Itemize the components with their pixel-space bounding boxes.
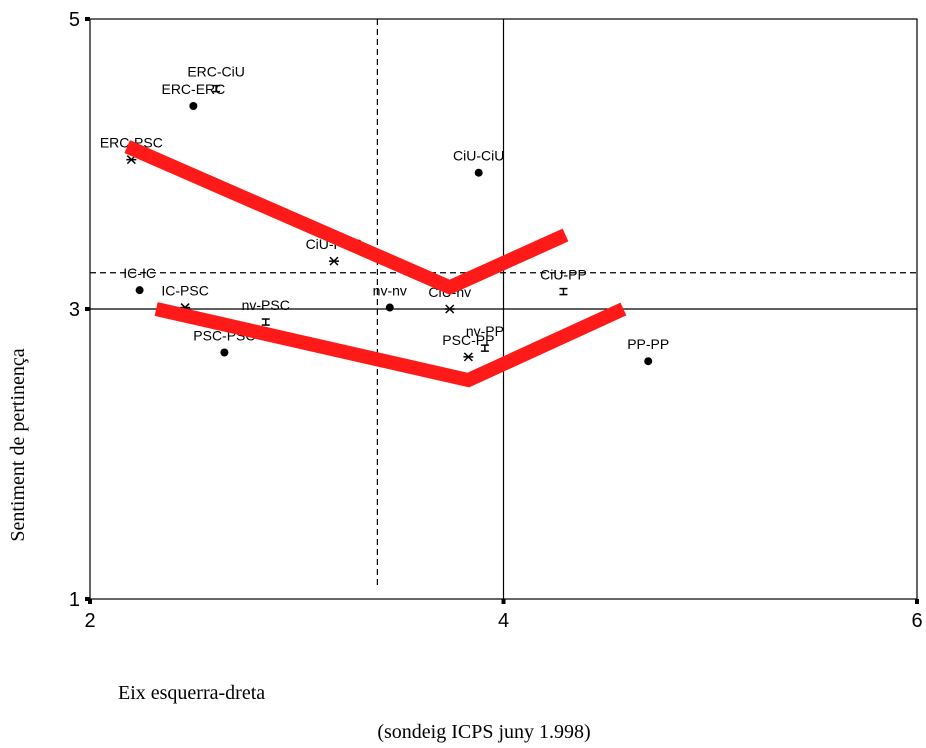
point-marker bbox=[444, 304, 455, 314]
data-points: ERC-CiUERC-ERCERC-PSCCiU-CiUCiU-PSCIC-IC… bbox=[100, 64, 669, 366]
data-point: nv-PP bbox=[466, 323, 504, 352]
data-point: CiU-CiU bbox=[453, 148, 504, 177]
data-point: PSC-PP bbox=[442, 332, 494, 362]
point-marker bbox=[385, 303, 394, 312]
data-point: nv-nv bbox=[373, 283, 407, 312]
x-tick-label: 4 bbox=[498, 610, 509, 632]
point-marker bbox=[644, 357, 653, 366]
data-point: nv-PSC bbox=[242, 297, 290, 326]
data-point: IC-IC bbox=[123, 265, 156, 295]
point-marker bbox=[328, 256, 339, 266]
point-label: PP-PP bbox=[627, 336, 669, 352]
point-label: nv-PP bbox=[466, 323, 504, 339]
y-axis-label: Sentiment de pertinença bbox=[7, 348, 29, 541]
point-label: CiU-CiU bbox=[453, 148, 504, 164]
point-marker bbox=[463, 352, 474, 362]
point-marker bbox=[474, 168, 483, 177]
reference-lines bbox=[90, 19, 917, 599]
point-label: PSC-PP bbox=[442, 332, 494, 348]
axis-ticks: 2 4 6 1 3 5 bbox=[69, 9, 923, 632]
point-label: IC-IC bbox=[123, 265, 156, 281]
point-label: ERC-CiU bbox=[187, 64, 245, 80]
point-marker bbox=[220, 348, 229, 357]
point-marker bbox=[212, 84, 221, 93]
point-marker bbox=[135, 286, 144, 295]
point-marker bbox=[189, 102, 198, 110]
point-label: nv-nv bbox=[373, 283, 407, 299]
point-marker bbox=[559, 287, 568, 296]
point-marker bbox=[480, 344, 489, 352]
data-point: CiU-PP bbox=[540, 267, 587, 296]
caption: (sondeig ICPS juny 1.998) bbox=[377, 721, 590, 743]
point-label: IC-PSC bbox=[161, 283, 208, 299]
point-label: nv-PSC bbox=[242, 297, 290, 313]
x-tick-label: 2 bbox=[84, 610, 95, 632]
point-label: ERC-ERC bbox=[161, 81, 225, 97]
data-point: ERC-ERC bbox=[161, 81, 225, 110]
x-tick-label: 6 bbox=[911, 610, 922, 632]
data-point: PP-PP bbox=[627, 336, 669, 366]
trend-line bbox=[154, 302, 627, 388]
data-point: ERC-CiU bbox=[187, 64, 245, 93]
y-tick-label: 1 bbox=[69, 589, 80, 611]
y-tick-label: 5 bbox=[69, 9, 80, 31]
trend-lines bbox=[124, 140, 627, 388]
point-marker bbox=[261, 318, 270, 326]
trend-line bbox=[124, 140, 569, 295]
x-axis-label: Eix esquerra-dreta bbox=[118, 682, 265, 704]
y-tick-label: 3 bbox=[69, 299, 80, 321]
point-label: CiU-PP bbox=[540, 267, 587, 283]
